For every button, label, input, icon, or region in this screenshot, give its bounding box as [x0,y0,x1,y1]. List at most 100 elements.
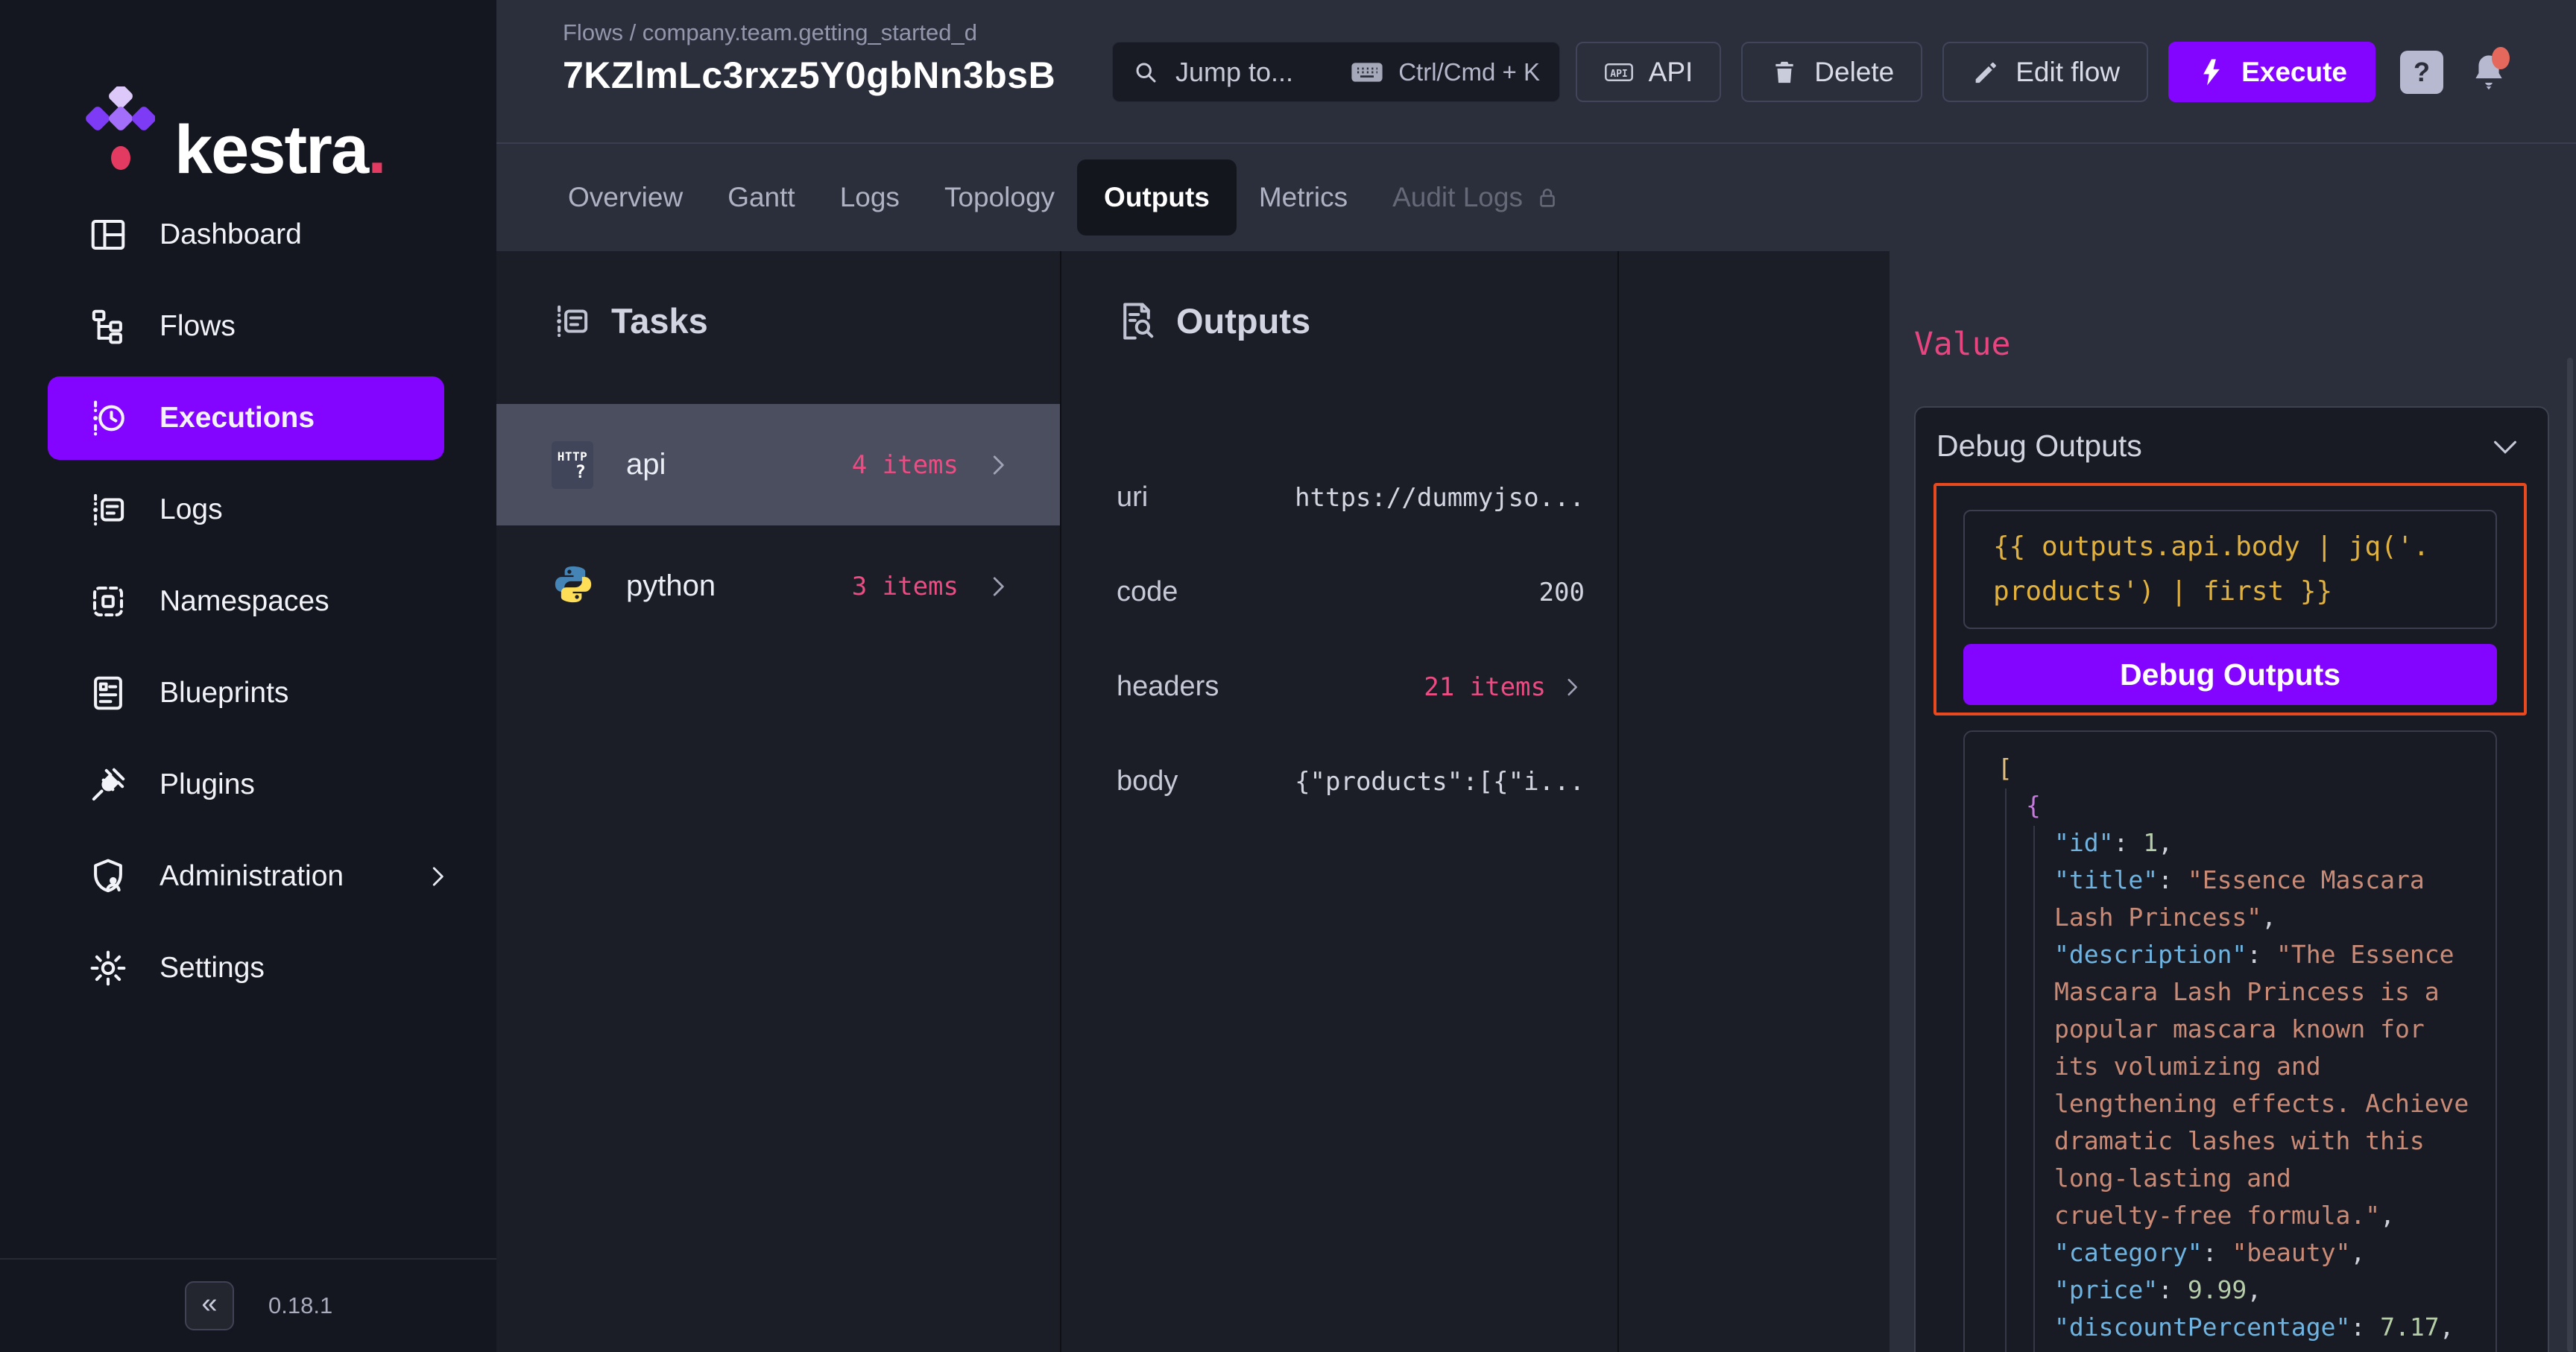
json-line: popular mascara known for [2054,1014,2425,1043]
task-row-python[interactable]: python 3 items [496,525,1060,647]
expression-input[interactable]: {{ outputs.api.body | jq('. products') |… [1963,510,2497,629]
debug-outputs-card-header[interactable]: Debug Outputs [1916,408,2548,464]
output-value[interactable]: 21 items [1424,672,1585,702]
json-line: long-lasting and [2054,1163,2291,1193]
search-input[interactable]: Jump to... Ctrl/Cmd + K [1112,42,1560,102]
json-result-viewer[interactable]: [{"id": 1, "title": "Essence Mascara Lash … [1963,730,2497,1352]
sidebar-item-blueprints[interactable]: Blueprints [0,647,496,739]
indent-guide [2005,789,2007,1352]
outputs-panel-header: Outputs [1061,251,1617,341]
logs-icon [88,490,128,530]
debug-outputs-card-title: Debug Outputs [1936,429,2142,463]
sidebar-item-flows[interactable]: Flows [0,280,496,372]
sidebar: kestra. Dashboard Flows Executions Logs Name… [0,0,496,1352]
json-line: Mascara Lash Princess is a [2054,977,2440,1006]
kestra-logo-icon [83,84,156,178]
sidebar-item-label: Blueprints [160,676,289,709]
tasks-icon [552,301,592,341]
output-value: {"products":[{"i... [1295,766,1585,797]
button-label: API [1648,56,1693,87]
button-label: Edit flow [2015,56,2121,87]
sidebar-item-administration[interactable]: Administration [0,830,496,922]
sidebar-item-label: Executions [160,402,315,434]
value-panel: Value Debug Outputs {{ outputs.api.body … [1890,251,2576,1352]
namespaces-icon [88,581,128,622]
sidebar-nav: Dashboard Flows Executions Logs Namespaces Bl… [0,189,496,1014]
sidebar-item-namespaces[interactable]: Namespaces [0,555,496,647]
plugins-icon [88,765,128,805]
kestra-logo-text: kestra. [174,112,387,189]
json-line: "description": "The Essence [2054,940,2455,969]
panel-scrollbar[interactable] [2567,358,2573,1352]
output-row-code: code 200 [1061,545,1617,639]
settings-icon [88,948,128,988]
sidebar-item-executions[interactable]: Executions [48,376,444,460]
tab-overview[interactable]: Overview [546,159,705,236]
notifications-bell-icon[interactable] [2469,46,2510,93]
value-label: Value [1914,326,2011,363]
tab-label: Gantt [727,182,795,212]
sidebar-item-settings[interactable]: Settings [0,922,496,1014]
json-line: "rating": 4.94, [1998,1346,2473,1352]
executions-icon [88,398,128,438]
json-line: its volumizing and [2054,1052,2321,1081]
debug-outputs-button[interactable]: Debug Outputs [1963,644,2497,705]
tasks-panel-header: Tasks [496,251,1060,341]
breadcrumb[interactable]: Flows / company.team.getting_started_d [563,19,977,45]
task-name: api [626,448,666,481]
json-line: lengthening effects. Achieve [2054,1089,2469,1118]
chevron-right-icon[interactable] [984,451,1012,479]
content-area: Tasks HTTP? api 4 items python 3 items Outpu… [496,251,2576,1352]
sidebar-item-logs[interactable]: Logs [0,464,496,555]
task-row-api[interactable]: HTTP? api 4 items [496,404,1060,525]
delete-button[interactable]: Delete [1741,42,1923,102]
search-icon [1132,59,1159,86]
tab-topology[interactable]: Topology [922,159,1077,236]
tasks-panel: Tasks HTTP? api 4 items python 3 items [496,251,1061,1352]
kestra-logo[interactable]: kestra. [83,84,496,189]
tasks-panel-title: Tasks [611,301,708,341]
topbar: Flows / company.team.getting_started_d 7… [496,0,2576,144]
tab-logs[interactable]: Logs [818,159,922,236]
button-label: Delete [1814,56,1895,87]
main-area: Flows / company.team.getting_started_d 7… [496,0,2576,1352]
flows-icon [88,306,128,347]
tab-audit-logs[interactable]: Audit Logs [1370,159,1582,236]
json-line: cruelty-free formula.", [2054,1201,2395,1230]
tasks-list: HTTP? api 4 items python 3 items [496,404,1060,647]
task-name: python [626,569,716,602]
search-shortcut: Ctrl/Cmd + K [1349,54,1540,90]
outputs-panel-title: Outputs [1176,301,1311,341]
tab-gantt[interactable]: Gantt [705,159,818,236]
tab-metrics[interactable]: Metrics [1237,159,1370,236]
sidebar-item-label: Administration [160,859,344,892]
output-key: headers [1117,671,1219,702]
sidebar-item-dashboard[interactable]: Dashboard [0,189,496,280]
outputs-list: uri https://dummyjso... code 200 headers 21 i… [1061,450,1617,829]
chevron-right-icon [423,862,452,891]
output-value: https://dummyjso... [1295,482,1585,513]
outputs-icon [1117,301,1157,341]
debug-highlight-region: {{ outputs.api.body | jq('. products') |… [1933,483,2527,716]
blueprints-icon [88,673,128,713]
edit-flow-button[interactable]: Edit flow [1942,42,2149,102]
tab-outputs[interactable]: Outputs [1077,159,1237,236]
help-button[interactable]: ? [2400,50,2443,94]
chevron-right-icon[interactable] [984,572,1012,601]
json-line: "discountPercentage": 7.17, [2054,1312,2455,1342]
api-button[interactable]: API API [1575,42,1722,102]
svg-text:API: API [1610,69,1628,80]
chevron-down-icon[interactable] [2488,429,2522,464]
output-key: body [1117,765,1178,797]
tab-label: Audit Logs [1392,182,1523,212]
output-key: code [1117,576,1178,607]
sidebar-collapse-button[interactable]: « [185,1281,234,1330]
sidebar-item-plugins[interactable]: Plugins [0,739,496,830]
task-items-count: 3 items [851,571,959,601]
breadcrumb-title-block: Flows / company.team.getting_started_d 7… [563,19,1085,97]
sidebar-item-label: Logs [160,493,223,525]
chevron-right-icon[interactable] [1559,675,1585,700]
execute-button[interactable]: Execute [2168,42,2375,102]
sidebar-footer: « 0.18.1 [0,1258,496,1352]
